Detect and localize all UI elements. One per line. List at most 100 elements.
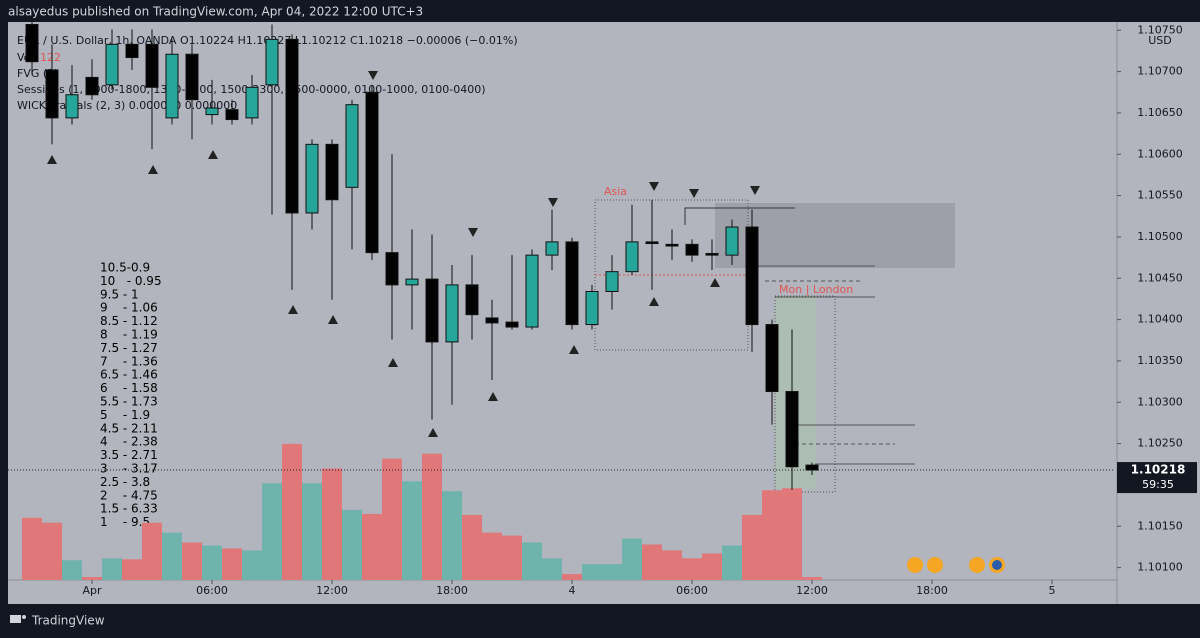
publish-info: alsayedus published on TradingView.com, … [8, 5, 423, 19]
volume-bar [762, 490, 782, 580]
y-tick-label: 1.10450 [1137, 271, 1183, 284]
odds-list: 10.5-0.910 - 0.959.5 - 19 - 1.068.5 - 1.… [100, 261, 162, 530]
y-tick-label: 1.10150 [1137, 519, 1183, 532]
odds-line: 4 - 2.38 [100, 435, 158, 449]
volume-bar [622, 538, 642, 580]
candle-body [725, 226, 739, 256]
volume-bar [442, 491, 462, 580]
candle-body [605, 271, 619, 292]
ohlc: O1.10224 H1.10227 L1.10212 C1.10218 −0.0… [180, 34, 518, 47]
volume-bar [242, 550, 262, 580]
odds-line: 1 - 9.5 [100, 515, 150, 529]
odds-line: 3 - 3.17 [100, 462, 158, 476]
odds-line: 2 - 4.75 [100, 488, 158, 502]
x-tick-label: 4 [569, 584, 576, 597]
symbol: EUR / U.S. Dollar, 1h, OANDA [17, 34, 177, 47]
odds-line: 7.5 - 1.27 [100, 341, 158, 355]
volume-bar [642, 544, 662, 580]
london-box [774, 295, 836, 493]
candle-body [465, 284, 479, 316]
candle-body [205, 107, 219, 116]
candle-body [565, 241, 579, 326]
volume-bar [602, 564, 622, 580]
volume-bar [182, 542, 202, 580]
odds-line: 7 - 1.36 [100, 354, 158, 368]
x-tick-label: 12:00 [796, 584, 828, 597]
volume-bar [142, 522, 162, 580]
volume-bar [202, 545, 222, 580]
volume-bar [262, 483, 282, 580]
volume-bar [22, 517, 42, 580]
odds-line: 3.5 - 2.71 [100, 448, 158, 462]
y-tick-label: 1.10350 [1137, 354, 1183, 367]
volume-bar [402, 481, 422, 580]
session-label: Asia [604, 185, 627, 198]
odds-line: 10 - 0.95 [100, 274, 162, 288]
volume-bar [502, 535, 522, 580]
candle-body [745, 226, 759, 326]
candle-body [185, 53, 199, 101]
candle-body [105, 43, 119, 86]
volume-bar [282, 443, 302, 580]
x-tick-label: 18:00 [436, 584, 468, 597]
volume-bar [422, 453, 442, 580]
last-price-box [1117, 462, 1197, 494]
candle-body [445, 284, 459, 343]
tradingview-logo: TradingView [10, 614, 105, 628]
y-tick-label: 1.10750 [1137, 23, 1183, 36]
y-tick-label: 1.10500 [1137, 230, 1183, 243]
volume-bar [62, 560, 82, 580]
candle-body [505, 321, 519, 328]
candle-body [245, 86, 259, 119]
candle-body [485, 317, 499, 324]
volume-bar [42, 522, 62, 580]
countdown: 59:35 [1142, 478, 1174, 491]
volume-bar [302, 483, 322, 580]
candle-body [345, 104, 359, 188]
candle-body [805, 464, 819, 471]
last-price-label: 1.10218 [1131, 463, 1186, 477]
candle-body [325, 143, 339, 201]
x-tick-label: 12:00 [316, 584, 348, 597]
candle-body [705, 252, 719, 256]
volume-bar [522, 542, 542, 580]
candle-body [85, 76, 99, 96]
volume-bar [542, 558, 562, 580]
candle-body [385, 252, 399, 286]
y-tick-label: 1.10250 [1137, 437, 1183, 450]
candle-body [545, 241, 559, 256]
candles [25, 21, 819, 490]
level [684, 207, 795, 225]
volume-bar [362, 513, 382, 580]
volume-bar [82, 577, 102, 580]
event-icons [907, 557, 1005, 573]
candle-body [25, 23, 39, 63]
candle-body [65, 94, 79, 119]
x-tick-label: 06:00 [196, 584, 228, 597]
odds-line: 6 - 1.58 [100, 381, 158, 395]
candle-body [525, 254, 539, 328]
candle-body [145, 43, 159, 88]
x-tick-label: 06:00 [676, 584, 708, 597]
odds-line: 10.5-0.9 [100, 261, 150, 275]
volume-bars [22, 443, 822, 580]
y-tick-label: 1.10400 [1137, 313, 1183, 326]
volume-bar [582, 564, 602, 580]
odds-line: 4.5 - 2.11 [100, 421, 158, 435]
x-tick-label: Apr [82, 584, 102, 597]
y-tick-label: 1.10550 [1137, 189, 1183, 202]
volume-bar [322, 468, 342, 580]
currency: USD [1148, 34, 1172, 47]
odds-line: 8 - 1.19 [100, 328, 158, 342]
candle-body [165, 53, 179, 119]
top-bar [0, 0, 1200, 22]
candle-body [285, 38, 299, 214]
candle-body [645, 241, 659, 245]
odds-line: 9.5 - 1 [100, 287, 139, 301]
session-label: Mon | London [779, 283, 853, 296]
volume-bar [102, 558, 122, 580]
bottom-bar [0, 604, 1200, 638]
volume-bar [562, 574, 582, 580]
volume-bar [462, 514, 482, 580]
